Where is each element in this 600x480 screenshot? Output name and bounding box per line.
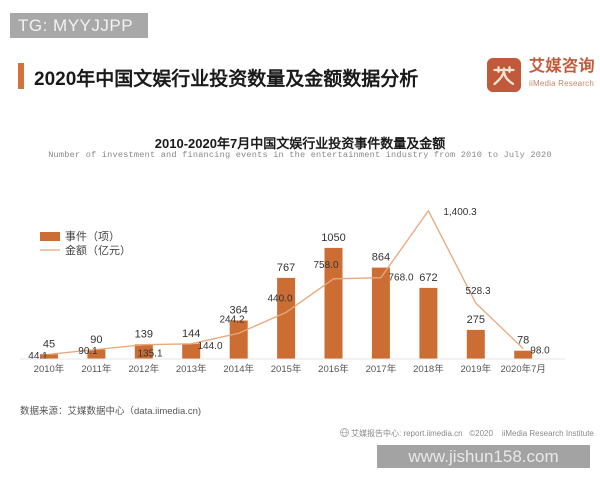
svg-text:864: 864	[372, 252, 390, 264]
svg-text:90: 90	[90, 334, 102, 346]
svg-text:139: 139	[135, 329, 153, 341]
svg-text:45: 45	[43, 339, 55, 351]
svg-text:144: 144	[182, 328, 200, 340]
svg-text:1050: 1050	[321, 232, 345, 244]
svg-text:2012年: 2012年	[128, 363, 159, 375]
svg-text:90.1: 90.1	[78, 346, 98, 357]
svg-text:244.2: 244.2	[219, 315, 244, 326]
svg-text:2019年: 2019年	[460, 363, 491, 375]
svg-text:144.0: 144.0	[197, 341, 222, 352]
svg-text:2016年: 2016年	[318, 363, 349, 375]
svg-text:2010年: 2010年	[34, 363, 65, 375]
svg-text:1,400.3: 1,400.3	[443, 207, 477, 218]
svg-text:528.3: 528.3	[465, 286, 490, 297]
svg-text:金额（亿元）: 金额（亿元）	[65, 243, 131, 257]
svg-text:275: 275	[467, 314, 485, 326]
svg-text:2018年: 2018年	[413, 363, 444, 375]
svg-text:事件（项）: 事件（项）	[65, 230, 120, 243]
svg-text:2014年: 2014年	[223, 363, 254, 375]
svg-text:2020年7月: 2020年7月	[500, 363, 545, 375]
svg-text:2017年: 2017年	[366, 363, 397, 375]
svg-text:2011年: 2011年	[81, 363, 111, 375]
svg-text:2015年: 2015年	[271, 363, 302, 375]
svg-text:78: 78	[517, 335, 529, 347]
svg-text:44.1: 44.1	[28, 351, 48, 362]
svg-text:758.0: 758.0	[313, 260, 338, 271]
svg-text:672: 672	[419, 272, 437, 284]
svg-text:767: 767	[277, 262, 295, 274]
svg-text:768.0: 768.0	[388, 273, 413, 284]
svg-text:440.0: 440.0	[267, 294, 292, 305]
svg-text:2013年: 2013年	[176, 363, 207, 375]
svg-text:135.1: 135.1	[137, 349, 162, 360]
svg-text:98.0: 98.0	[530, 346, 550, 357]
